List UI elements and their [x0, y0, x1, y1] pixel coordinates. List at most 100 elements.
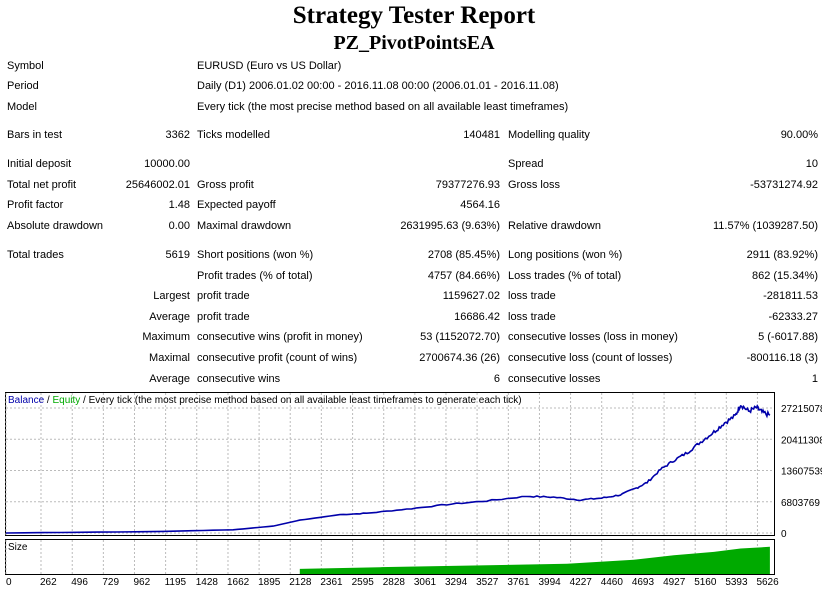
trades-label: Total trades [7, 249, 64, 261]
info-value-model: Every tick (the most precise method base… [197, 101, 569, 113]
quality-value: 90.00% [780, 129, 818, 141]
x-tick-label: 2828 [383, 577, 406, 588]
maxloss-label: consecutive loss (count of losses) [508, 352, 673, 364]
deposit-value: 10000.00 [144, 158, 190, 170]
x-axis-ticks: 0 262 496 729 962 1195 1428 1662 1895 2128 2361 259… [6, 577, 779, 588]
x-tick-label: 1662 [227, 577, 250, 588]
chart-legend: Balance / Equity / Every tick (the most … [8, 395, 522, 406]
maximum-label: Maximum [142, 331, 190, 343]
payoff-value: 4564.16 [460, 199, 500, 211]
short-label: Short positions (won %) [197, 249, 314, 261]
largest-profit-value: 1159627.02 [442, 290, 500, 302]
x-tick-label: 729 [102, 577, 119, 588]
average-loss-label: loss trade [508, 311, 556, 323]
average-profit-label: profit trade [197, 311, 250, 323]
maximal-label: Maximal [149, 352, 190, 364]
x-tick-label: 5160 [694, 577, 717, 588]
legend-sep: / [44, 395, 52, 406]
maxwins-value: 53 (1152072.70) [420, 331, 500, 343]
size-label: Size [8, 542, 28, 553]
netprofit-value: 25646002.01 [125, 179, 190, 191]
ticks-label: Ticks modelled [197, 129, 270, 141]
average-label: Average [149, 311, 190, 323]
y-tick-label: 20411308 [781, 435, 822, 446]
spread-value: 10 [805, 158, 818, 170]
trades-value: 5619 [165, 249, 190, 261]
x-tick-label: 496 [71, 577, 88, 588]
reldd-label: Relative drawdown [508, 220, 601, 232]
x-tick-label: 3527 [476, 577, 499, 588]
legend-balance: Balance [8, 395, 45, 406]
short-value: 2708 (85.45%) [427, 249, 500, 261]
bars-value: 3362 [165, 129, 190, 141]
bars-label: Bars in test [7, 129, 63, 141]
largest-profit-label: profit trade [197, 290, 250, 302]
x-tick-label: 262 [40, 577, 57, 588]
x-tick-label: 1428 [196, 577, 219, 588]
avg2-label: Average [149, 373, 190, 385]
absdd-value: 0.00 [168, 220, 190, 232]
grossloss-label: Gross loss [508, 179, 560, 191]
x-tick-label: 1895 [258, 577, 281, 588]
x-tick-label: 4460 [601, 577, 624, 588]
maxprofit-label: consecutive profit (count of wins) [197, 352, 358, 364]
x-tick-label: 3061 [414, 577, 437, 588]
pf-value: 1.48 [168, 199, 190, 211]
long-value: 2911 (83.92%) [746, 249, 818, 261]
spread-label: Spread [508, 158, 544, 170]
x-tick-label: 4693 [632, 577, 655, 588]
average-profit-value: 16686.42 [454, 311, 500, 323]
main-plot-frame [5, 392, 775, 536]
average-loss-value: -62333.27 [768, 311, 818, 323]
ptrades-label: Profit trades (% of total) [197, 270, 313, 282]
size-area [299, 546, 770, 574]
ltrades-label: Loss trades (% of total) [508, 270, 622, 282]
largest-loss-value: -281811.53 [763, 290, 818, 302]
deposit-label: Initial deposit [7, 158, 72, 170]
legend-equity: Equity [52, 395, 80, 406]
report-title: Strategy Tester Report [292, 2, 536, 29]
ltrades-value: 862 (15.34%) [751, 270, 818, 282]
payoff-label: Expected payoff [197, 199, 276, 211]
x-tick-label: 962 [133, 577, 150, 588]
ptrades-value: 4757 (84.66%) [427, 270, 500, 282]
info-label-model: Model [7, 101, 37, 113]
report-subtitle: PZ_PivotPointsEA [333, 32, 495, 54]
x-tick-label: 5393 [725, 577, 748, 588]
x-tick-label: 1195 [165, 577, 187, 588]
chart-grid [5, 393, 774, 574]
x-tick-label: 4927 [663, 577, 686, 588]
avglosses-label: consecutive losses [508, 373, 601, 385]
y-axis-ticks: 27215078 20411308 13607539 6803769 0 [781, 404, 822, 540]
balance-line [5, 404, 771, 534]
x-tick-label: 3761 [507, 577, 530, 588]
grossprofit-label: Gross profit [197, 179, 254, 191]
absdd-label: Absolute drawdown [7, 220, 104, 232]
avgwins-label: consecutive wins [197, 373, 281, 385]
info-value-symbol: EURUSD (Euro vs US Dollar) [197, 60, 342, 72]
x-tick-label: 5626 [756, 577, 779, 588]
maxwins-label: consecutive wins (profit in money) [197, 331, 363, 343]
y-tick-label: 0 [781, 529, 787, 540]
maxdd-value: 2631995.63 (9.63%) [400, 220, 500, 232]
pf-label: Profit factor [7, 199, 64, 211]
x-tick-label: 2128 [289, 577, 312, 588]
x-tick-label: 3294 [445, 577, 468, 588]
info-value-period: Daily (D1) 2006.01.02 00:00 - 2016.11.08… [197, 80, 559, 92]
y-tick-label: 6803769 [781, 498, 820, 509]
largest-loss-label: loss trade [508, 290, 556, 302]
maxlosses-value: 5 (-6017.88) [758, 331, 818, 343]
avglosses-value: 1 [811, 373, 818, 385]
maxlosses-label: consecutive losses (loss in money) [508, 331, 678, 343]
netprofit-label: Total net profit [7, 179, 77, 191]
info-label-symbol: Symbol [7, 60, 44, 72]
maxdd-label: Maximal drawdown [197, 220, 292, 232]
quality-label: Modelling quality [508, 129, 590, 141]
grossloss-value: -53731274.92 [750, 179, 818, 191]
maxprofit-value: 2700674.36 (26) [419, 352, 500, 364]
x-tick-label: 0 [6, 577, 12, 588]
balance-chart: Balance / Equity / Every tick (the most … [5, 392, 822, 588]
largest-label: Largest [153, 290, 190, 302]
legend-description: / Every tick (the most precise method ba… [80, 395, 521, 406]
x-tick-label: 4227 [570, 577, 593, 588]
